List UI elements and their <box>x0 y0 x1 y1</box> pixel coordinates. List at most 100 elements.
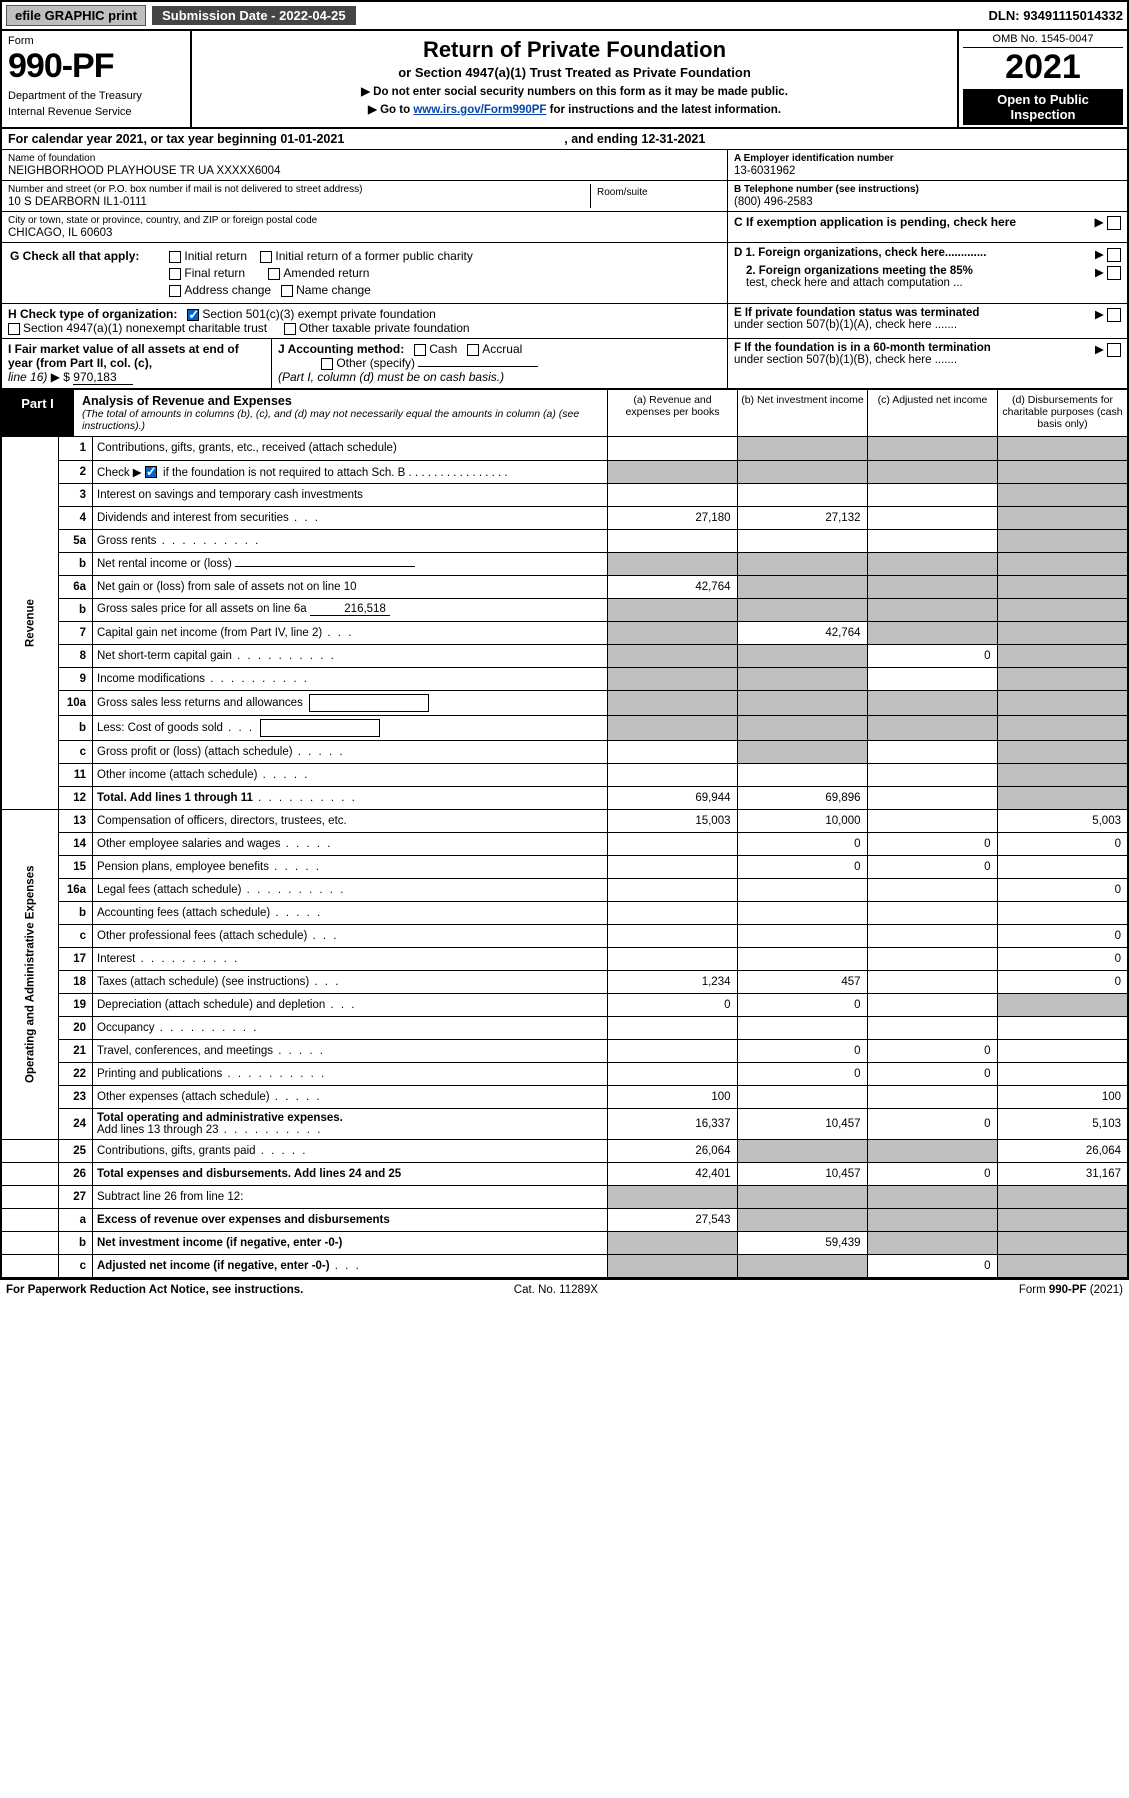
foundation-name: NEIGHBORHOOD PLAYHOUSE TR UA XXXXX6004 <box>8 165 721 177</box>
d1-checkbox[interactable] <box>1107 248 1121 262</box>
part1-header: Part I Analysis of Revenue and Expenses … <box>2 390 1127 437</box>
table-row: 21 Travel, conferences, and meetings 0 0 <box>2 1039 1127 1062</box>
d2a-label: 2. Foreign organizations meeting the 85% <box>746 265 973 277</box>
g-c1: Initial return <box>184 249 247 263</box>
table-row: 15 Pension plans, employee benefits 0 0 <box>2 855 1127 878</box>
val-12a: 69,944 <box>607 786 737 809</box>
footer-left: For Paperwork Reduction Act Notice, see … <box>6 1284 303 1296</box>
d2-checkbox[interactable] <box>1107 266 1121 280</box>
dept-line-1: Department of the Treasury <box>8 90 184 102</box>
header-line-2: ▶ Go to www.irs.gov/Form990PF for instru… <box>202 102 947 116</box>
col-d-header: (d) Disbursements for charitable purpose… <box>997 390 1127 436</box>
form-title: Return of Private Foundation <box>202 37 947 63</box>
part1-table: Revenue 1 Contributions, gifts, grants, … <box>2 437 1127 1277</box>
sch-b-checkbox[interactable] <box>145 466 157 478</box>
part1-title: Analysis of Revenue and Expenses <box>82 394 292 408</box>
g-final-checkbox[interactable] <box>169 268 181 280</box>
table-row: 6a Net gain or (loss) from sale of asset… <box>2 575 1127 598</box>
line-5b-blank <box>235 566 415 567</box>
expenses-side-label: Operating and Administrative Expenses <box>2 809 59 1139</box>
col-a-header: (a) Revenue and expenses per books <box>607 390 737 436</box>
h-501c3-checkbox[interactable] <box>187 309 199 321</box>
e2-label: under section 507(b)(1)(A), check here .… <box>734 319 957 331</box>
arrow-icon: ▶ <box>1095 307 1121 322</box>
table-row: 23 Other expenses (attach schedule) 100 … <box>2 1085 1127 1108</box>
header-line-1: ▶ Do not enter social security numbers o… <box>202 84 947 98</box>
f-checkbox[interactable] <box>1107 343 1121 357</box>
f1-label: F If the foundation is in a 60-month ter… <box>734 342 991 354</box>
j-other-checkbox[interactable] <box>321 358 333 370</box>
table-row: 12 Total. Add lines 1 through 11 69,944 … <box>2 786 1127 809</box>
dept-line-2: Internal Revenue Service <box>8 106 184 118</box>
form-label: Form <box>8 35 184 47</box>
col-c-header: (c) Adjusted net income <box>867 390 997 436</box>
form-number: 990-PF <box>8 47 184 86</box>
table-row: 16a Legal fees (attach schedule) 0 <box>2 878 1127 901</box>
val-6a: 42,764 <box>607 575 737 598</box>
h-c3: Other taxable private foundation <box>299 321 470 335</box>
cal-end: , and ending 12-31-2021 <box>564 132 705 146</box>
table-row: 11 Other income (attach schedule) <box>2 763 1127 786</box>
h-c2: Section 4947(a)(1) nonexempt charitable … <box>23 321 267 335</box>
val-12b: 69,896 <box>737 786 867 809</box>
open-public-badge: Open to Public Inspection <box>963 89 1123 125</box>
g-label: G Check all that apply: <box>10 249 139 297</box>
name-label: Name of foundation <box>8 153 721 164</box>
g-initial-return-checkbox[interactable] <box>169 251 181 263</box>
ein-label: A Employer identification number <box>734 153 1121 164</box>
h-c1: Section 501(c)(3) exempt private foundat… <box>202 307 435 321</box>
footer-form: Form 990-PF (2021) <box>1019 1284 1123 1296</box>
table-row: 27 Subtract line 26 from line 12: <box>2 1185 1127 1208</box>
g-amended-checkbox[interactable] <box>268 268 280 280</box>
efile-print-label: efile GRAPHIC print <box>6 5 146 26</box>
j-other: Other (specify) <box>336 356 415 370</box>
table-row: 4 Dividends and interest from securities… <box>2 506 1127 529</box>
calendar-year-row: For calendar year 2021, or tax year begi… <box>2 129 1127 150</box>
c-checkbox[interactable] <box>1107 216 1121 230</box>
g-initial-former-checkbox[interactable] <box>260 251 272 263</box>
page-footer: For Paperwork Reduction Act Notice, see … <box>0 1279 1129 1300</box>
arrow-icon: ▶ <box>1094 215 1121 230</box>
submission-date: Submission Date - 2022-04-25 <box>152 6 356 25</box>
table-row: b Net rental income or (loss) <box>2 552 1127 575</box>
form-subtitle: or Section 4947(a)(1) Trust Treated as P… <box>202 65 947 80</box>
table-row: 20 Occupancy <box>2 1016 1127 1039</box>
irs-link[interactable]: www.irs.gov/Form990PF <box>413 104 546 116</box>
table-row: 8 Net short-term capital gain 0 <box>2 644 1127 667</box>
h-label: H Check type of organization: <box>8 307 177 321</box>
g-c3: Final return <box>184 266 245 280</box>
i-label: I Fair market value of all assets at end… <box>8 342 239 370</box>
h-other-checkbox[interactable] <box>284 323 296 335</box>
g-name-checkbox[interactable] <box>281 285 293 297</box>
part1-note: (The total of amounts in columns (b), (c… <box>82 408 599 432</box>
table-row: 5a Gross rents <box>2 529 1127 552</box>
cal-begin: For calendar year 2021, or tax year begi… <box>8 132 344 146</box>
street-address: 10 S DEARBORN IL1-0111 <box>8 196 590 208</box>
g-address-checkbox[interactable] <box>169 285 181 297</box>
line-desc: Check ▶ if the foundation is not require… <box>93 460 608 483</box>
val-7b: 42,764 <box>737 621 867 644</box>
table-row: 17 Interest 0 <box>2 947 1127 970</box>
j-cash-checkbox[interactable] <box>414 344 426 356</box>
top-bar: efile GRAPHIC print Submission Date - 20… <box>0 0 1129 31</box>
goto-suffix: for instructions and the latest informat… <box>546 104 781 116</box>
table-row: 14 Other employee salaries and wages 0 0… <box>2 832 1127 855</box>
j-cash: Cash <box>429 342 457 356</box>
line-10a-box <box>309 694 429 712</box>
e1-label: E If private foundation status was termi… <box>734 307 979 319</box>
j-other-line <box>418 366 538 367</box>
arrow-icon: ▶ <box>1095 265 1121 280</box>
table-row: 26 Total expenses and disbursements. Add… <box>2 1162 1127 1185</box>
h-4947-checkbox[interactable] <box>8 323 20 335</box>
table-row: 7 Capital gain net income (from Part IV,… <box>2 621 1127 644</box>
f2-label: under section 507(b)(1)(B), check here .… <box>734 354 957 366</box>
table-row: 24 Total operating and administrative ex… <box>2 1108 1127 1139</box>
val-6b: 216,518 <box>310 603 390 616</box>
j-accrual-checkbox[interactable] <box>467 344 479 356</box>
table-row: b Less: Cost of goods sold <box>2 715 1127 740</box>
val-8c: 0 <box>867 644 997 667</box>
table-row: 10a Gross sales less returns and allowan… <box>2 690 1127 715</box>
e-checkbox[interactable] <box>1107 308 1121 322</box>
d2b-label: test, check here and attach computation … <box>746 277 963 289</box>
col-b-header: (b) Net investment income <box>737 390 867 436</box>
